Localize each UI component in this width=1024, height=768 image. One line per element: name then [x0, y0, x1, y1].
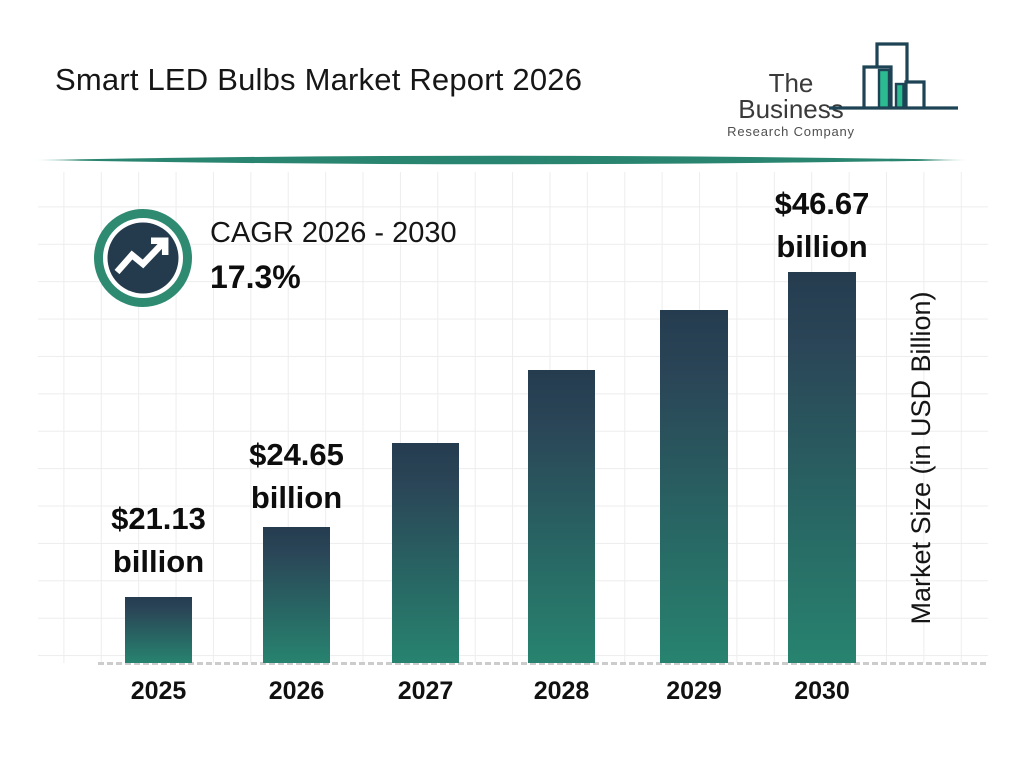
bar-year-label: 2029: [666, 677, 722, 705]
value-amount: $24.65: [249, 437, 344, 472]
y-axis-label: Market Size (in USD Billion): [906, 291, 936, 625]
bar-year-label: 2030: [794, 677, 850, 705]
value-unit: billion: [776, 229, 868, 264]
bar-2027: [392, 443, 459, 663]
bar-2029: [660, 310, 728, 663]
bar-group-2029: 2029: [660, 172, 728, 705]
bar-2025: [125, 597, 192, 663]
bar-group-2026: $24.65 billion 2026: [249, 172, 344, 705]
cagr-value: 17.3%: [210, 259, 301, 295]
value-amount: $21.13: [111, 501, 206, 536]
bar-group-2030: $46.67 billion 2030: [775, 172, 870, 705]
bar-group-2028: 2028: [528, 172, 595, 705]
company-logo-text: The Business Research Company: [718, 70, 864, 138]
bar-group-2025: $21.13 billion 2025: [111, 172, 206, 705]
logo-skyline-icon: [829, 42, 958, 110]
bar-value-label: $21.13 billion: [111, 497, 206, 583]
bar-2030: [788, 272, 856, 663]
chart-area: $21.13 billion 2025 $24.65 billion 2026 …: [38, 172, 988, 705]
value-amount: $46.67: [774, 186, 870, 221]
bar-2026: [263, 527, 330, 663]
value-unit: billion: [250, 480, 343, 515]
x-axis-baseline: [98, 662, 986, 665]
trending-up-icon: [114, 237, 169, 275]
bar-value-label: $46.67 billion: [775, 182, 870, 268]
bar-year-label: 2025: [130, 677, 187, 705]
bar-year-label: 2027: [397, 677, 454, 705]
cagr-label: CAGR 2026 - 2030: [210, 217, 457, 249]
cagr-badge: [94, 209, 192, 307]
report-title: Smart LED Bulbs Market Report 2026: [55, 62, 583, 97]
bar-value-label: $24.65 billion: [249, 433, 344, 519]
bar-year-label: 2028: [533, 677, 590, 705]
logo-subtitle: Research Company: [727, 124, 855, 139]
header-divider: [35, 155, 968, 165]
cagr-callout: CAGR 2026 - 2030 17.3%: [210, 217, 457, 296]
value-unit: billion: [112, 544, 205, 579]
bar-2028: [528, 370, 595, 663]
logo-name: The Business: [738, 68, 844, 124]
bar-group-2027: 2027: [392, 172, 459, 705]
bar-year-label: 2026: [268, 677, 325, 705]
